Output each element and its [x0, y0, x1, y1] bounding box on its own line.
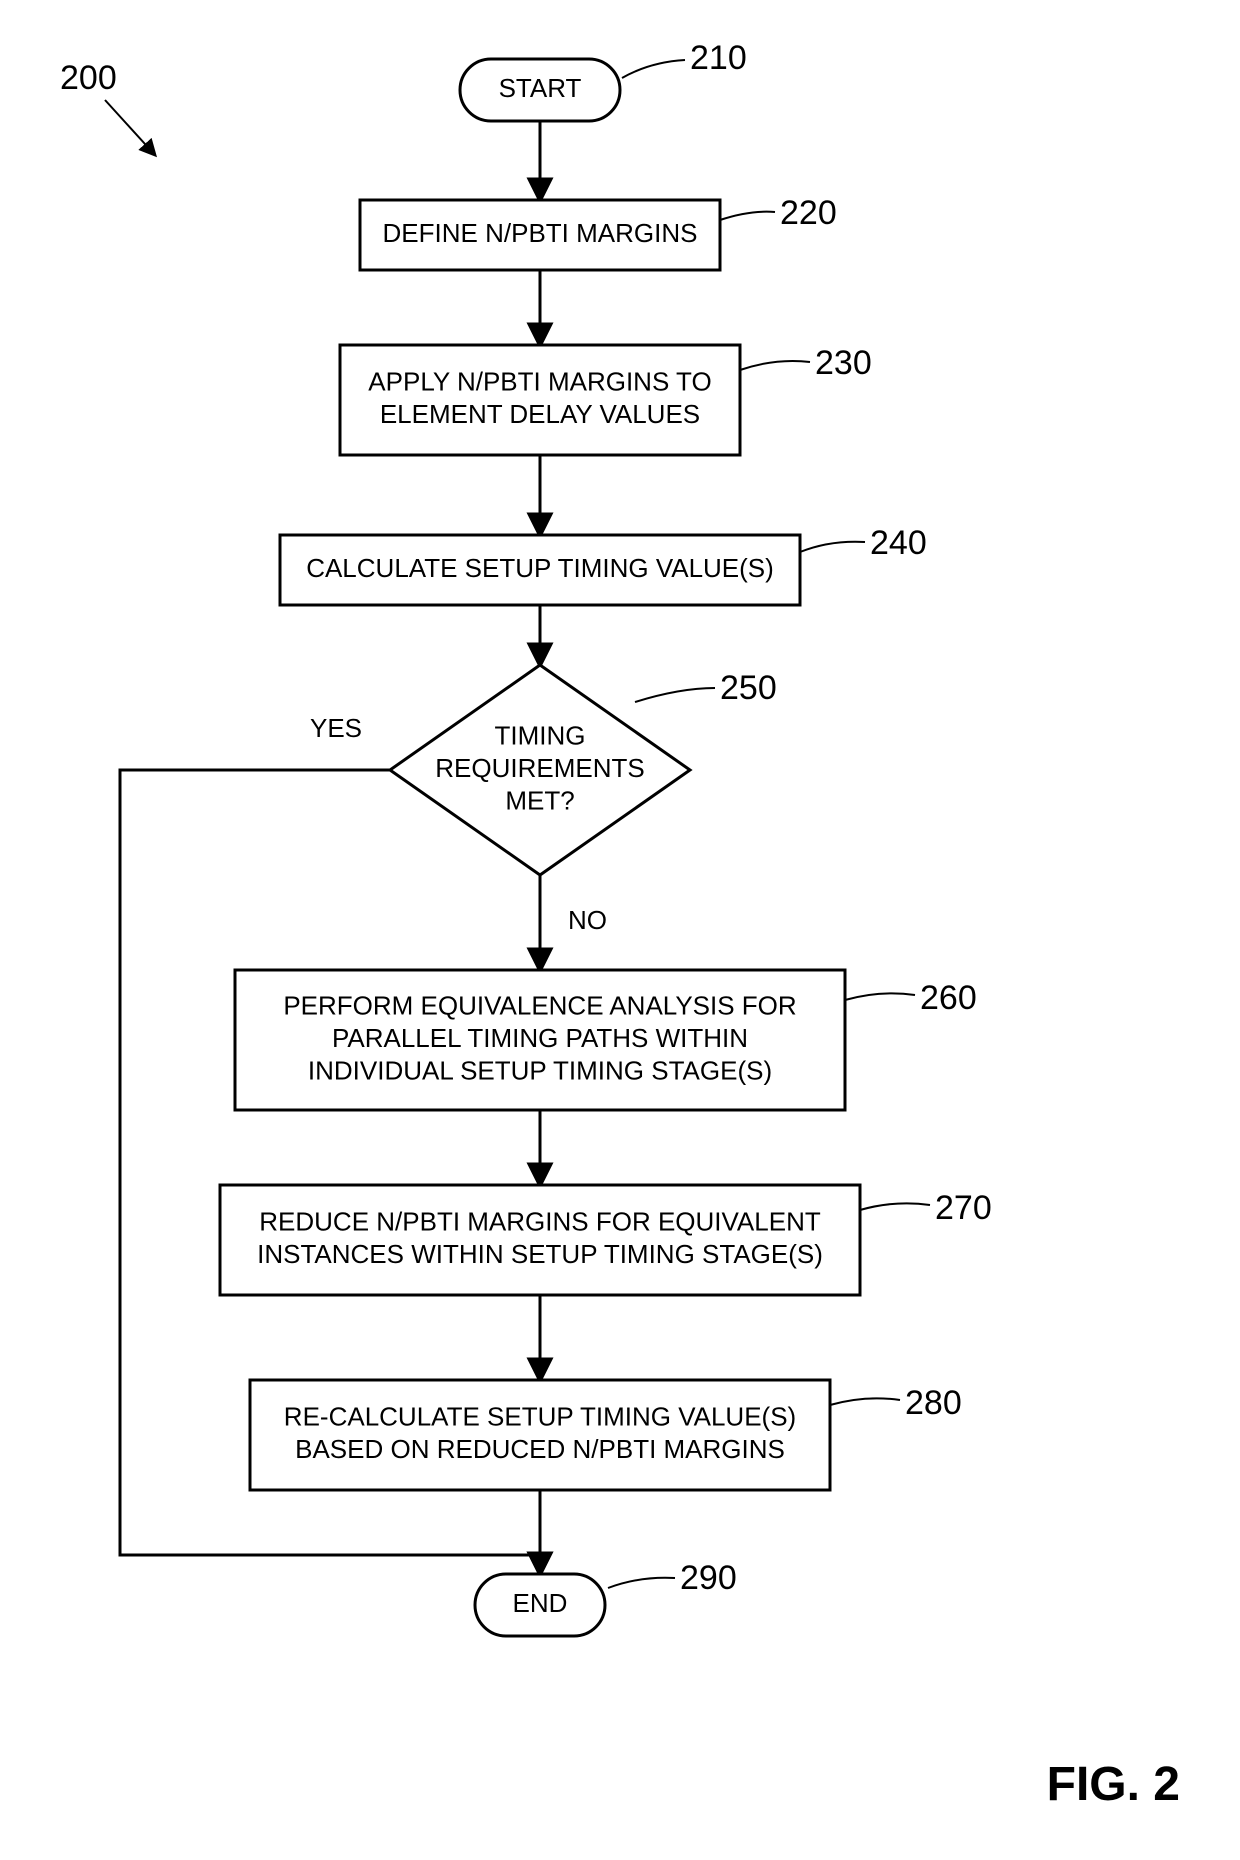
- node-n250-text-1: REQUIREMENTS: [435, 753, 644, 783]
- node-n270-text-1: INSTANCES WITHIN SETUP TIMING STAGE(S): [257, 1239, 823, 1269]
- yes-label: YES: [310, 713, 362, 743]
- callout-280: 280: [905, 1384, 962, 1422]
- node-n250-text-0: TIMING: [495, 720, 586, 750]
- node-n280: RE-CALCULATE SETUP TIMING VALUE(S)BASED …: [250, 1380, 830, 1490]
- node-start-text-0: START: [499, 73, 582, 103]
- node-start: START: [460, 59, 620, 121]
- node-n230: APPLY N/PBTI MARGINS TOELEMENT DELAY VAL…: [340, 345, 740, 455]
- node-n240-text-0: CALCULATE SETUP TIMING VALUE(S): [306, 553, 774, 583]
- callout-230: 230: [815, 344, 872, 382]
- node-n270-text-0: REDUCE N/PBTI MARGINS FOR EQUIVALENT: [259, 1207, 821, 1237]
- node-n220: DEFINE N/PBTI MARGINS: [360, 200, 720, 270]
- node-n260-text-0: PERFORM EQUIVALENCE ANALYSIS FOR: [283, 990, 796, 1020]
- flowchart-canvas: START DEFINE N/PBTI MARGINS APPLY N/PBTI M…: [0, 0, 1240, 1860]
- node-end-text-0: END: [513, 1588, 568, 1618]
- node-n260: PERFORM EQUIVALENCE ANALYSIS FORPARALLEL…: [235, 970, 845, 1110]
- node-n230-text-0: APPLY N/PBTI MARGINS TO: [368, 367, 711, 397]
- node-n270: REDUCE N/PBTI MARGINS FOR EQUIVALENTINST…: [220, 1185, 860, 1295]
- node-n230-text-1: ELEMENT DELAY VALUES: [380, 399, 700, 429]
- figure-label: FIG. 2: [1047, 1758, 1180, 1811]
- node-n250-text-2: MET?: [505, 785, 574, 815]
- callout-240: 240: [870, 524, 927, 562]
- node-n260-text-1: PARALLEL TIMING PATHS WITHIN: [332, 1023, 748, 1053]
- callout-250: 250: [720, 669, 777, 707]
- node-n220-text-0: DEFINE N/PBTI MARGINS: [383, 218, 698, 248]
- node-n280-text-0: RE-CALCULATE SETUP TIMING VALUE(S): [284, 1402, 796, 1432]
- figure-ref-200: 200: [60, 59, 117, 97]
- callout-290: 290: [680, 1559, 737, 1597]
- node-n260-text-2: INDIVIDUAL SETUP TIMING STAGE(S): [308, 1055, 772, 1085]
- node-end: END: [475, 1574, 605, 1636]
- callout-260: 260: [920, 979, 977, 1017]
- figure-ref-arrow: [105, 100, 155, 155]
- node-n240: CALCULATE SETUP TIMING VALUE(S): [280, 535, 800, 605]
- callout-210: 210: [690, 39, 747, 77]
- callout-270: 270: [935, 1189, 992, 1227]
- no-label: NO: [568, 905, 607, 935]
- callout-220: 220: [780, 194, 837, 232]
- node-n250: TIMINGREQUIREMENTSMET?: [390, 665, 690, 875]
- node-n280-text-1: BASED ON REDUCED N/PBTI MARGINS: [295, 1434, 785, 1464]
